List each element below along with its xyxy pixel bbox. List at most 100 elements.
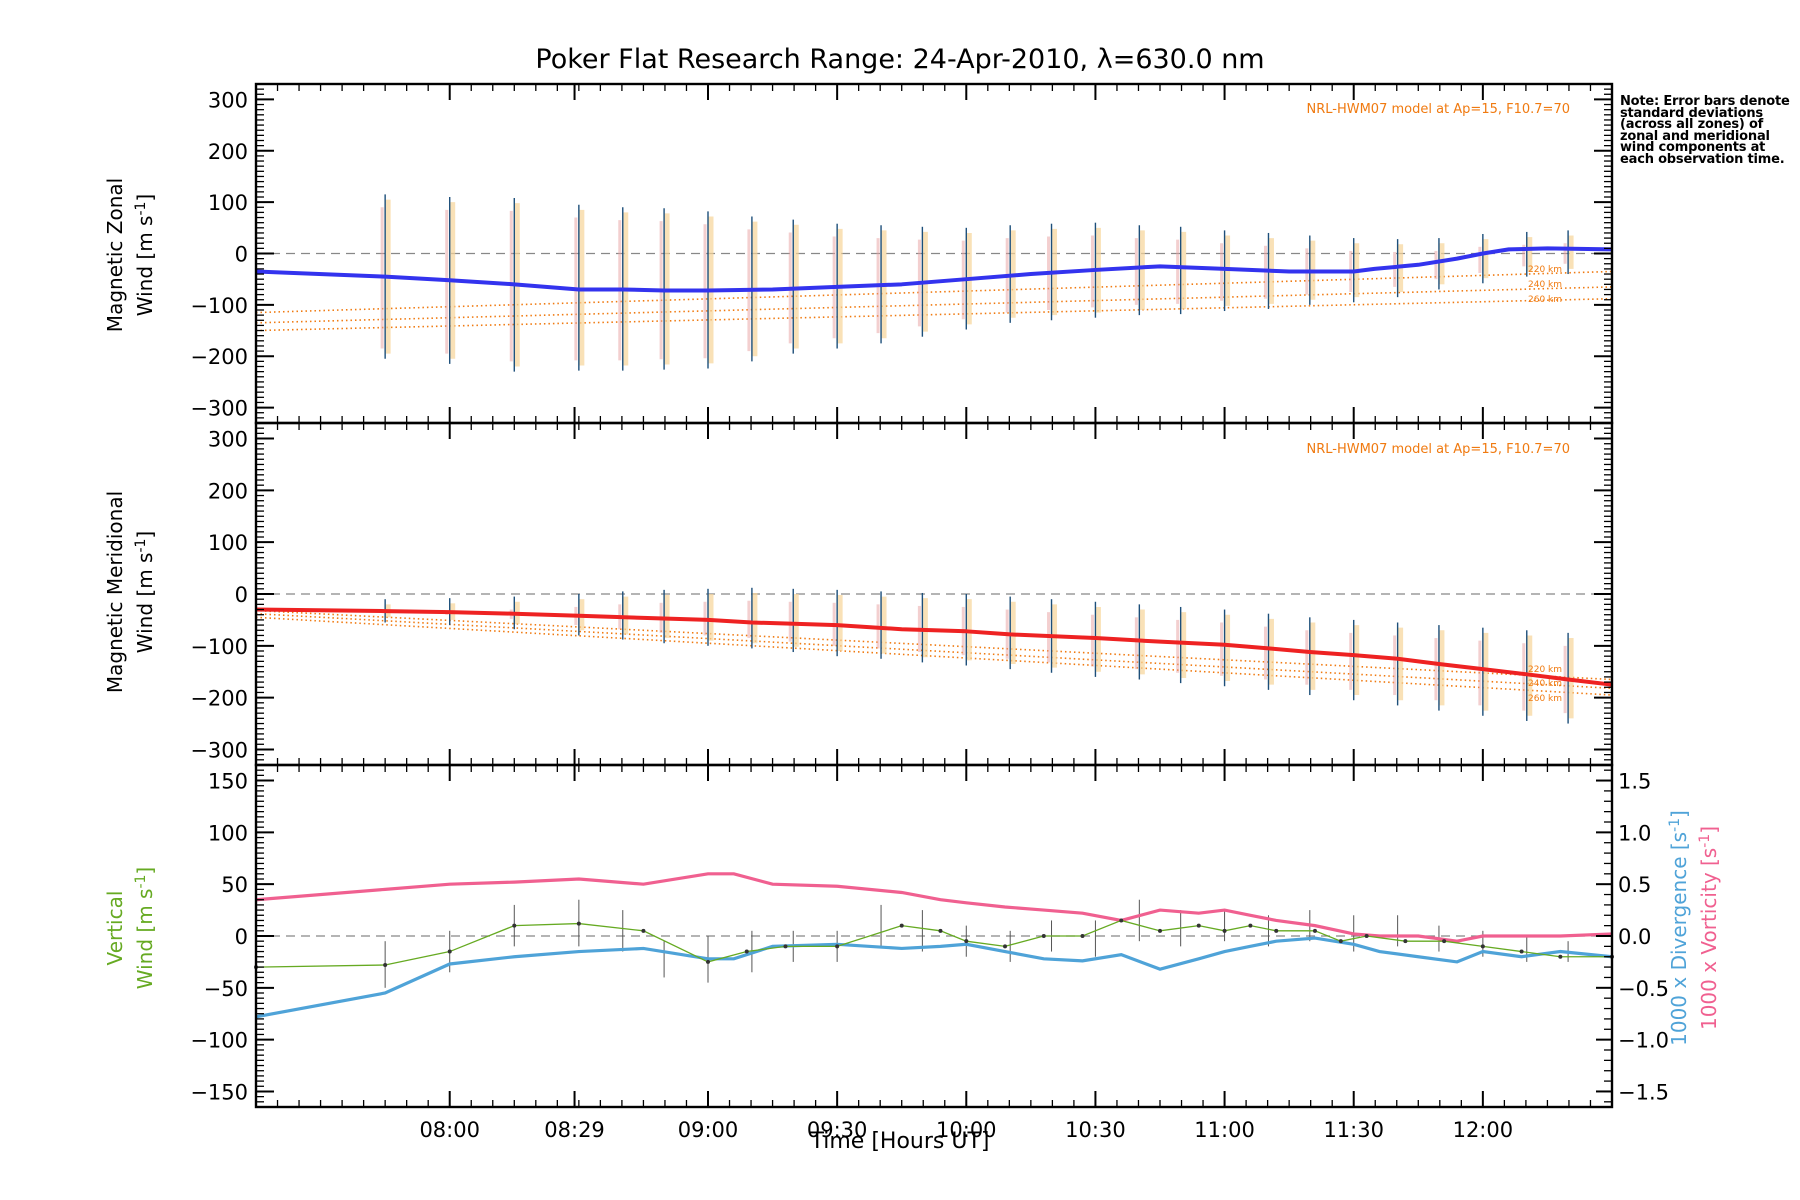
zonal-model-label: NRL-HWM07 model at Ap=15, F10.7=70	[1307, 102, 1571, 117]
zonal-y-tick-label: 100	[208, 191, 248, 215]
meridional-tag-240: 240 km	[1528, 679, 1562, 689]
zonal-wind-line	[255, 246, 1613, 293]
vertical-wind-point	[1248, 923, 1253, 928]
zonal-y-tick-label: −300	[190, 397, 248, 421]
meridional-y-tick-label: 200	[208, 479, 248, 503]
meridional-tag-220: 220 km	[1528, 665, 1562, 675]
vertical-wind-point	[1196, 923, 1201, 928]
zonal-y-tick-label: 0	[235, 243, 248, 267]
meridional-ylabel-line2: Wind [m s-1]	[133, 531, 157, 653]
vertical-wind-point	[447, 949, 452, 954]
vorticity-line	[255, 872, 1613, 943]
meridional-y-tick-label: 300	[208, 428, 248, 452]
meridional-y-tick-label: −200	[190, 687, 248, 711]
vertical-wind-point	[1364, 934, 1369, 938]
vertical-y-tick-label: 0	[235, 925, 248, 949]
vertical-wind-point	[1080, 934, 1085, 938]
vertical-y-tick-label: −100	[190, 1029, 248, 1053]
vertical-y-tick-label: −50	[204, 977, 248, 1001]
meridional-model-label: NRL-HWM07 model at Ap=15, F10.7=70	[1307, 442, 1571, 457]
vertical-wind-point	[1274, 928, 1279, 933]
meridional-y-tick-label: 100	[208, 531, 248, 555]
vertical-wind-point	[899, 923, 904, 928]
zonal-tag-220: 220 km	[1528, 265, 1562, 275]
x-tick-label: 12:00	[1453, 1118, 1514, 1142]
vertical-wind-point	[1312, 928, 1317, 933]
x-tick-label: 09:30	[807, 1118, 868, 1142]
vertical-wind-point	[1442, 939, 1447, 944]
chart-title: Poker Flat Research Range: 24-Apr-2010, …	[535, 44, 1265, 75]
vertical-wind-point	[744, 949, 749, 954]
vertical-wind-point	[1119, 918, 1124, 923]
vertical-y-tick-label: −150	[190, 1080, 248, 1104]
vertical-wind-point	[938, 928, 943, 933]
vertical-wind-point	[1519, 949, 1524, 954]
x-tick-label: 10:30	[1065, 1118, 1126, 1142]
zonal-y-tick-label: 200	[208, 140, 248, 164]
zonal-tag-240: 240 km	[1528, 280, 1562, 290]
zonal-y-tick-label: −200	[190, 345, 248, 369]
x-tick-label: 11:00	[1194, 1118, 1255, 1142]
divergence-line	[255, 936, 1613, 1019]
y2-tick-label: −1.0	[1618, 1029, 1669, 1053]
x-axis-label: Time [Hours UT]	[810, 1129, 990, 1154]
vertical-y-tick-label: 150	[208, 770, 248, 794]
vertical-wind-point	[706, 959, 710, 964]
zonal-y-tick-label: −100	[190, 294, 248, 318]
vertical-wind-point	[1338, 939, 1343, 944]
vertical-wind-point	[835, 944, 840, 949]
divergence-ylabel: 1000 x Divergence [s-1]	[1667, 810, 1691, 1046]
y2-tick-label: 1.0	[1618, 821, 1651, 845]
vertical-wind-point	[1041, 934, 1046, 938]
error-bar-note: Note: Error bars denote standard deviati…	[1620, 94, 1790, 167]
vertical-y-tick-label: 50	[221, 873, 248, 897]
vertical-y-tick-label: 100	[208, 821, 248, 845]
vertical-wind-point	[1558, 954, 1563, 959]
vertical-ylabel-line1: Vertical	[103, 891, 127, 966]
y2-tick-label: −1.5	[1618, 1080, 1669, 1104]
meridional-wind-line	[255, 607, 1613, 687]
zonal-panel: 300 200 100 0 −100 −200 −300	[190, 82, 1614, 425]
zonal-model-line-1	[255, 286, 1613, 324]
meridional-model-line-0	[255, 609, 1613, 681]
vertical-wind-point	[576, 921, 581, 926]
meridional-tag-260: 260 km	[1528, 694, 1562, 704]
vertical-wind-point	[1480, 944, 1485, 949]
vertical-wind-point	[383, 963, 388, 968]
zonal-y-tick-label: 300	[208, 88, 248, 112]
y2-tick-label: −0.5	[1618, 977, 1669, 1001]
vertical-wind-point	[783, 944, 788, 949]
x-tick-label: 09:00	[678, 1118, 739, 1142]
zonal-model-line-2	[255, 297, 1613, 332]
meridional-panel: 300 200 100 0 −100 −200 −300	[190, 421, 1614, 767]
zonal-ylabel-line2: Wind [m s-1]	[133, 194, 157, 316]
y2-tick-label: 0.0	[1618, 925, 1651, 949]
meridional-y-tick-label: −300	[190, 738, 248, 762]
vertical-wind-point	[1222, 928, 1227, 933]
x-tick-label: 08:00	[419, 1118, 480, 1142]
meridional-ylabel-line1: Magnetic Meridional	[103, 491, 127, 693]
x-tick-label: 08:29	[544, 1118, 605, 1142]
zonal-ylabel-line1: Magnetic Zonal	[103, 178, 127, 332]
meridional-model-line-2	[255, 616, 1613, 696]
vorticity-ylabel: 1000 x Vorticity [s-1]	[1697, 826, 1721, 1030]
y2-tick-label: 0.5	[1618, 873, 1651, 897]
vertical-wind-point	[1403, 939, 1408, 944]
x-tick-label: 10:00	[936, 1118, 997, 1142]
vertical-wind-point	[1003, 944, 1008, 949]
meridional-model-line-1	[255, 612, 1613, 690]
vertical-panel: 1.5 1.0 0.5 0.0 −0.5 −1.0 −1.5 150 100 50 0 −50 −100…	[190, 763, 1669, 1142]
vertical-wind-point	[512, 923, 517, 928]
vertical-ylabel-line2: Wind [m s-1]	[133, 867, 157, 989]
vertical-wind-point	[641, 928, 646, 933]
zonal-model-line-0	[255, 270, 1613, 314]
vertical-wind-line	[255, 919, 1612, 968]
x-tick-label: 11:30	[1323, 1118, 1384, 1142]
zonal-tag-260: 260 km	[1528, 295, 1562, 305]
vertical-wind-point	[964, 939, 969, 944]
meridional-y-tick-label: 0	[235, 583, 248, 607]
y2-tick-label: 1.5	[1618, 770, 1651, 794]
meridional-y-tick-label: −100	[190, 635, 248, 659]
vertical-wind-point	[1158, 928, 1162, 933]
